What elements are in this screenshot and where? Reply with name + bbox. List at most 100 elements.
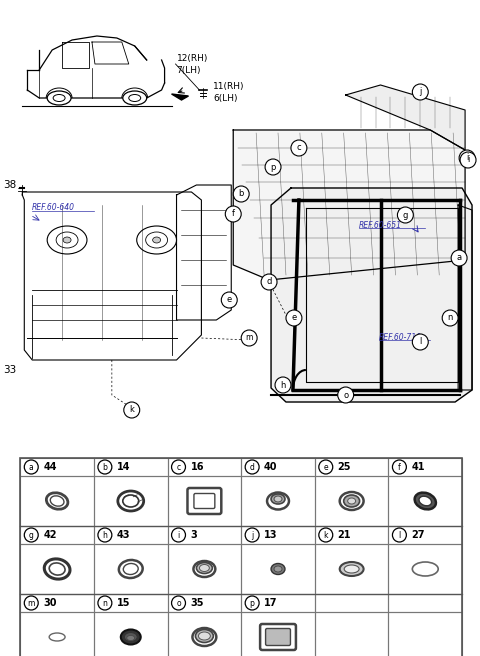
Ellipse shape (419, 496, 432, 506)
Circle shape (24, 596, 38, 610)
Circle shape (338, 387, 354, 403)
Ellipse shape (196, 562, 212, 573)
Text: h: h (102, 531, 108, 539)
Ellipse shape (198, 632, 210, 640)
Text: f: f (398, 462, 401, 472)
Bar (388, 476, 462, 526)
Circle shape (460, 152, 476, 168)
Text: 6(LH): 6(LH) (213, 94, 238, 104)
Ellipse shape (63, 237, 71, 243)
Ellipse shape (415, 493, 436, 510)
Ellipse shape (340, 562, 363, 576)
Text: g: g (403, 211, 408, 220)
Text: p: p (270, 163, 276, 171)
Bar (241, 594, 315, 612)
Circle shape (459, 150, 475, 166)
Bar (241, 526, 315, 544)
Bar (168, 594, 241, 612)
Circle shape (451, 250, 467, 266)
Text: n: n (102, 598, 108, 607)
Text: m: m (245, 333, 253, 342)
Ellipse shape (127, 636, 135, 640)
Text: 33: 33 (3, 365, 16, 375)
Circle shape (291, 140, 307, 156)
Circle shape (286, 310, 302, 326)
Circle shape (412, 84, 428, 100)
Ellipse shape (274, 496, 282, 502)
Bar (388, 526, 462, 544)
Text: 40: 40 (264, 462, 277, 472)
Bar (241, 544, 315, 594)
Circle shape (24, 528, 38, 542)
Text: 25: 25 (338, 462, 351, 472)
Bar (315, 612, 388, 656)
Circle shape (412, 334, 428, 350)
Text: 12(RH): 12(RH) (177, 54, 208, 62)
Circle shape (442, 310, 458, 326)
Ellipse shape (348, 498, 356, 504)
Text: o: o (176, 598, 181, 607)
Circle shape (275, 377, 291, 393)
Bar (168, 476, 241, 526)
Bar (168, 526, 241, 544)
Polygon shape (233, 130, 465, 280)
Ellipse shape (344, 565, 359, 573)
Text: 3: 3 (191, 530, 197, 540)
Ellipse shape (49, 563, 65, 575)
Bar (315, 476, 388, 526)
Circle shape (233, 186, 249, 202)
Text: e: e (291, 314, 297, 323)
Bar (315, 526, 388, 544)
Bar (94, 476, 168, 526)
Text: 11(RH): 11(RH) (213, 83, 245, 91)
Ellipse shape (344, 495, 360, 507)
Text: 41: 41 (411, 462, 425, 472)
Text: 44: 44 (43, 462, 57, 472)
Text: d: d (250, 462, 254, 472)
Text: j: j (251, 531, 253, 539)
Text: j: j (419, 87, 421, 96)
Ellipse shape (121, 630, 141, 644)
Ellipse shape (153, 237, 161, 243)
Text: a: a (456, 253, 462, 262)
Bar (20, 458, 94, 476)
Circle shape (98, 460, 112, 474)
Circle shape (124, 402, 140, 418)
Text: c: c (297, 144, 301, 152)
Text: 7(LH): 7(LH) (177, 66, 201, 75)
Bar (241, 476, 315, 526)
Bar (94, 612, 168, 656)
Circle shape (171, 460, 185, 474)
Text: REF.60-651: REF.60-651 (359, 220, 402, 230)
Ellipse shape (123, 495, 139, 507)
Text: 21: 21 (338, 530, 351, 540)
Text: g: g (29, 531, 34, 539)
Circle shape (225, 206, 241, 222)
Text: l: l (419, 337, 421, 346)
Ellipse shape (129, 94, 141, 102)
Text: 42: 42 (43, 530, 57, 540)
FancyBboxPatch shape (194, 493, 215, 508)
Circle shape (261, 274, 277, 290)
Text: e: e (324, 462, 328, 472)
Bar (168, 544, 241, 594)
Polygon shape (171, 94, 189, 100)
Bar (315, 594, 388, 612)
Circle shape (319, 528, 333, 542)
Circle shape (245, 460, 259, 474)
Circle shape (245, 596, 259, 610)
Polygon shape (346, 85, 465, 150)
Ellipse shape (271, 564, 285, 575)
Text: i: i (466, 154, 468, 163)
Circle shape (319, 460, 333, 474)
Circle shape (98, 528, 112, 542)
Circle shape (171, 528, 185, 542)
Circle shape (393, 528, 407, 542)
Circle shape (265, 159, 281, 175)
Ellipse shape (271, 494, 285, 504)
Bar (168, 458, 241, 476)
Ellipse shape (199, 565, 209, 571)
Ellipse shape (124, 632, 137, 642)
Ellipse shape (274, 566, 282, 572)
Text: 15: 15 (117, 598, 131, 608)
